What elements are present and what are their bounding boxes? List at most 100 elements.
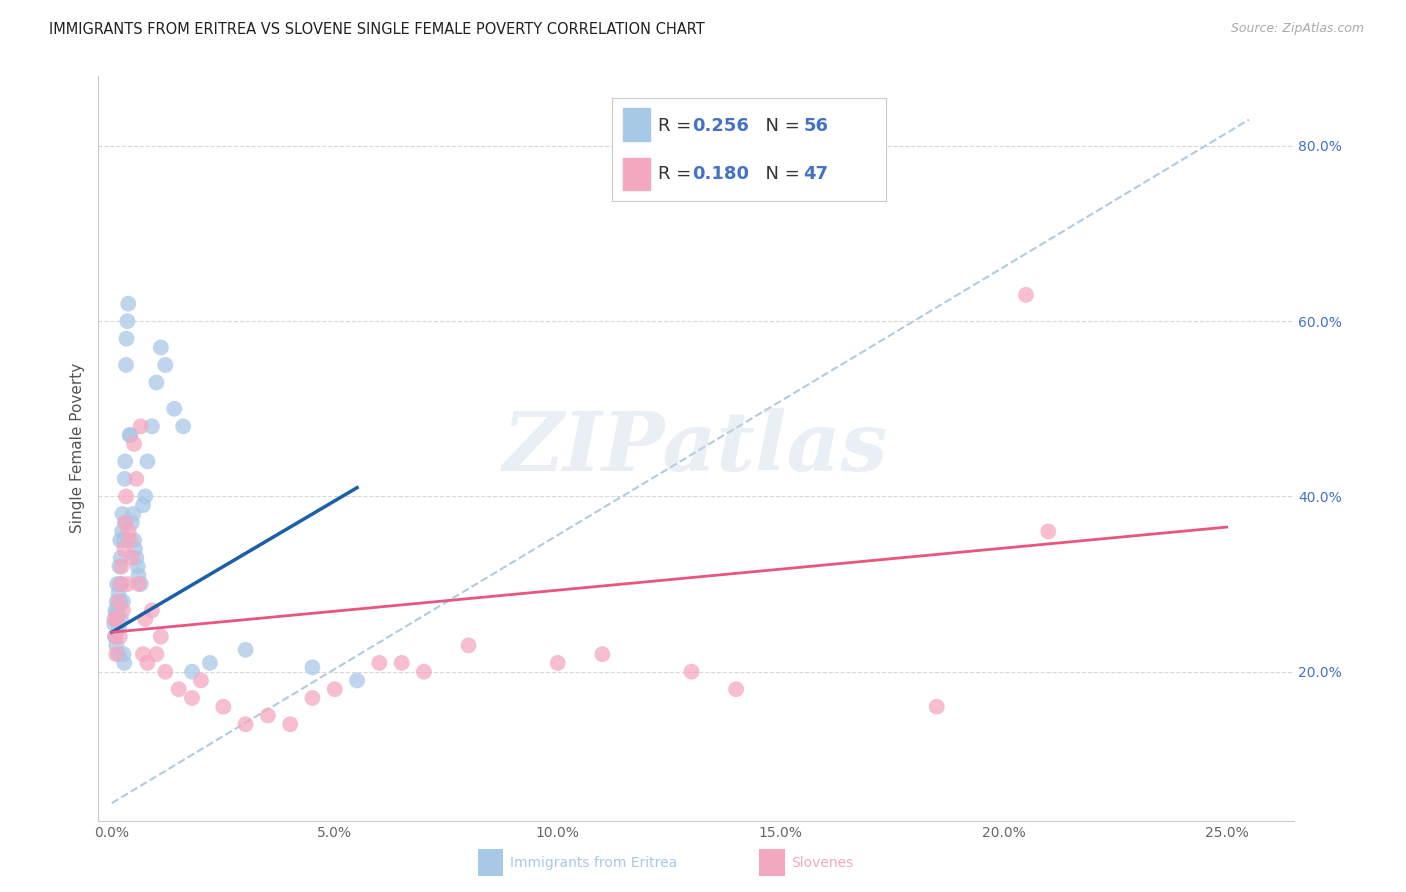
Point	[149, 630, 172, 644]
Text: Source: ZipAtlas.com: Source: ZipAtlas.com	[1230, 22, 1364, 36]
Point	[107, 603, 129, 617]
Point	[129, 419, 152, 434]
Text: 56: 56	[804, 117, 828, 135]
Text: R =: R =	[658, 117, 697, 135]
Point	[136, 454, 159, 468]
Point	[301, 660, 323, 674]
Point	[141, 603, 163, 617]
Text: Slovenes: Slovenes	[792, 855, 853, 870]
Point	[681, 665, 703, 679]
Point	[110, 577, 132, 591]
Point	[110, 594, 132, 608]
Point	[413, 665, 436, 679]
Point	[105, 607, 128, 622]
Point	[132, 498, 155, 512]
Point	[132, 647, 155, 661]
Point	[121, 550, 143, 565]
Point	[591, 647, 613, 661]
Text: 47: 47	[804, 165, 828, 183]
Point	[145, 376, 167, 390]
Point	[115, 490, 138, 504]
Point	[121, 516, 143, 530]
Text: 0.256: 0.256	[693, 117, 749, 135]
Bar	[623, 158, 650, 190]
Point	[104, 630, 127, 644]
Point	[110, 612, 132, 626]
Point	[149, 341, 172, 355]
Point	[108, 630, 131, 644]
Point	[103, 612, 125, 626]
Point	[925, 699, 948, 714]
Point	[172, 419, 194, 434]
Point	[457, 639, 479, 653]
Point	[122, 533, 145, 548]
Point	[105, 639, 128, 653]
Text: Immigrants from Eritrea: Immigrants from Eritrea	[510, 855, 678, 870]
Point	[134, 612, 156, 626]
Point	[145, 647, 167, 661]
Point	[1015, 288, 1038, 302]
Point	[141, 419, 163, 434]
Point	[112, 541, 135, 556]
Point	[725, 682, 748, 697]
Point	[1038, 524, 1060, 539]
Point	[134, 490, 156, 504]
Point	[125, 550, 148, 565]
Point	[181, 690, 204, 705]
Point	[117, 577, 139, 591]
Point	[105, 647, 128, 661]
Point	[181, 665, 204, 679]
Point	[125, 472, 148, 486]
Point	[155, 358, 177, 372]
Point	[110, 533, 132, 548]
Text: IMMIGRANTS FROM ERITREA VS SLOVENE SINGLE FEMALE POVERTY CORRELATION CHART: IMMIGRANTS FROM ERITREA VS SLOVENE SINGL…	[49, 22, 704, 37]
Text: N =: N =	[754, 165, 806, 183]
Text: ZIPatlas: ZIPatlas	[503, 409, 889, 488]
Point	[212, 699, 235, 714]
Point	[114, 472, 136, 486]
Point	[107, 586, 129, 600]
Point	[122, 507, 145, 521]
Point	[128, 568, 150, 582]
Point	[117, 296, 139, 310]
Point	[155, 665, 177, 679]
Point	[323, 682, 346, 697]
Point	[128, 577, 150, 591]
Point	[107, 594, 129, 608]
Point	[115, 332, 138, 346]
Point	[114, 516, 136, 530]
Point	[120, 428, 142, 442]
Point	[127, 559, 149, 574]
Point	[105, 612, 128, 626]
Point	[108, 621, 131, 635]
Point	[129, 577, 152, 591]
Point	[368, 656, 391, 670]
Point	[111, 594, 134, 608]
Point	[124, 541, 146, 556]
Text: R =: R =	[658, 165, 697, 183]
Point	[104, 630, 127, 644]
Point	[163, 401, 186, 416]
Point	[118, 524, 141, 539]
Point	[301, 690, 323, 705]
Point	[108, 577, 131, 591]
Point	[122, 437, 145, 451]
Point	[103, 616, 125, 631]
Point	[346, 673, 368, 688]
Point	[115, 358, 138, 372]
Point	[105, 577, 128, 591]
Point	[235, 642, 257, 657]
Text: 0.180: 0.180	[693, 165, 749, 183]
Point	[114, 516, 136, 530]
Point	[235, 717, 257, 731]
Point	[136, 656, 159, 670]
Point	[547, 656, 569, 670]
Y-axis label: Single Female Poverty: Single Female Poverty	[69, 363, 84, 533]
Point	[257, 708, 280, 723]
Point	[107, 616, 129, 631]
Text: N =: N =	[754, 117, 806, 135]
Point	[198, 656, 221, 670]
Point	[112, 656, 135, 670]
Point	[190, 673, 212, 688]
Point	[104, 603, 127, 617]
